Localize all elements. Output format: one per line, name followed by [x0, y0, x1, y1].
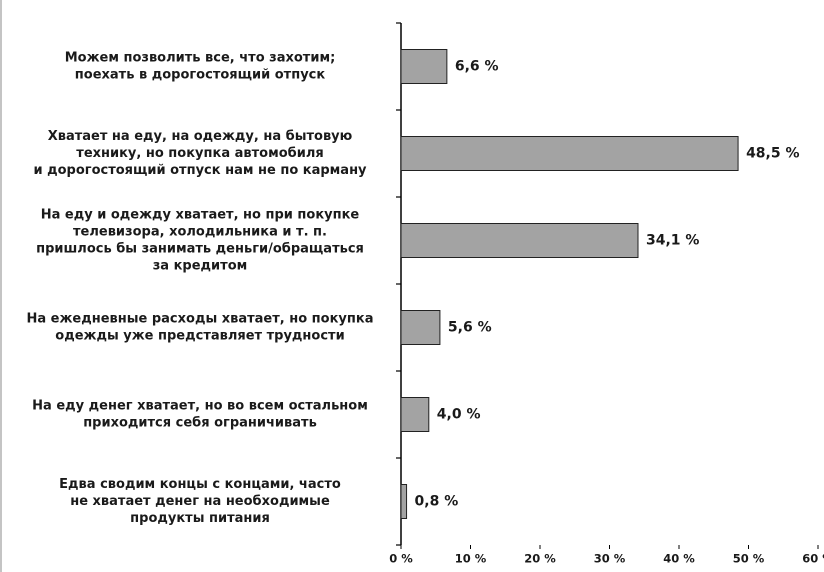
category-label: за кредитом: [153, 259, 248, 274]
x-tick-label: 30 %: [594, 552, 626, 566]
value-label: 34,1 %: [646, 233, 699, 249]
value-label: 0,8 %: [415, 494, 459, 510]
category-label: Едва сводим концы с концами, часто: [59, 477, 341, 492]
value-label: 48,5 %: [746, 146, 799, 162]
category-label: поехать в дорогостоящий отпуск: [75, 68, 326, 83]
category-label: Хватает на еду, на одежду, на бытовую: [48, 129, 353, 144]
category-label: На еду и одежду хватает, но при покупке: [41, 208, 360, 223]
category-label: На ежедневные расходы хватает, но покупк…: [27, 312, 374, 327]
bar: [400, 136, 739, 171]
category-label: Можем позволить все, что захотим;: [65, 51, 336, 66]
category-label: и дорогостоящий отпуск нам не по карману: [33, 163, 367, 178]
category-label: не хватает денег на необходимые: [70, 494, 330, 509]
category-label: продукты питания: [130, 511, 270, 526]
bar: [400, 310, 441, 345]
x-tick-label: 20 %: [524, 552, 556, 566]
value-label: 4,0 %: [437, 407, 481, 423]
x-tick-label: 40 %: [663, 552, 695, 566]
category-label: одежды уже представляет трудности: [55, 329, 344, 344]
x-tick-label: 50 %: [733, 552, 765, 566]
category-label: телевизора, холодильника и т. п.: [73, 225, 327, 240]
category-label: На еду денег хватает, но во всем остальн…: [32, 399, 368, 414]
bar: [400, 484, 408, 519]
x-tick-label: 60 %: [802, 552, 824, 566]
category-label: технику, но покупка автомобиля: [76, 146, 323, 161]
bar: [400, 397, 430, 432]
x-tick-label: 10 %: [455, 552, 487, 566]
value-label: 6,6 %: [455, 59, 499, 75]
category-label: приходится себя ограничивать: [83, 416, 317, 431]
x-tick-label: 0 %: [389, 552, 413, 566]
bar: [400, 223, 639, 258]
value-label: 5,6 %: [448, 320, 492, 336]
category-label: пришлось бы занимать деньги/обращаться: [36, 242, 364, 257]
bar: [400, 49, 448, 84]
